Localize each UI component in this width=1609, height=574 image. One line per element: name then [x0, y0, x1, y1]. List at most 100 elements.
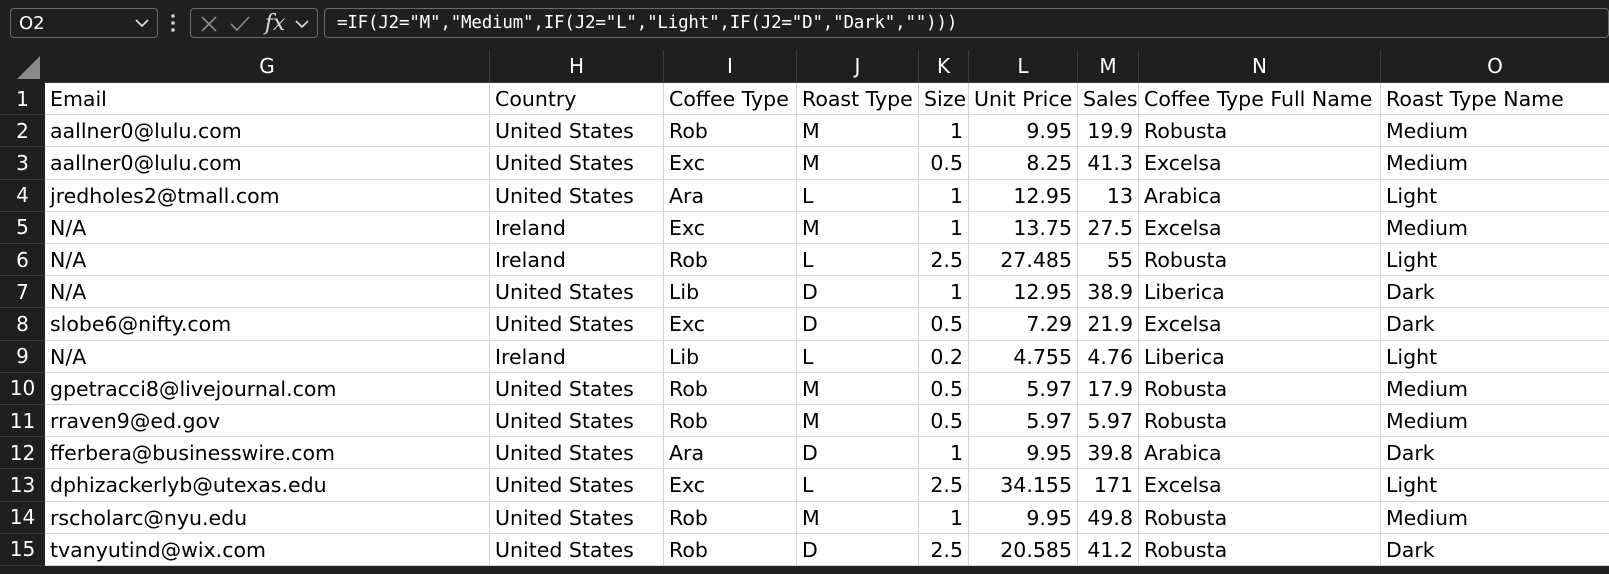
cell-j4[interactable]: L — [797, 179, 919, 212]
cell-h3[interactable]: United States — [490, 147, 664, 180]
cell-i11[interactable]: Rob — [664, 405, 797, 438]
column-header-o[interactable]: O — [1381, 50, 1609, 83]
row-header-5[interactable]: 5 — [0, 211, 45, 244]
cell-m2[interactable]: 19.9 — [1078, 115, 1139, 148]
cell-i10[interactable]: Rob — [664, 372, 797, 405]
cell-k1[interactable]: Size — [919, 83, 969, 116]
cell-m1[interactable]: Sales — [1078, 83, 1139, 116]
cell-h12[interactable]: United States — [490, 437, 664, 470]
cell-m7[interactable]: 38.9 — [1078, 276, 1139, 309]
cell-i5[interactable]: Exc — [664, 211, 797, 244]
cell-j2[interactable]: M — [797, 115, 919, 148]
cell-h11[interactable]: United States — [490, 405, 664, 438]
column-header-g[interactable]: G — [45, 50, 490, 83]
cell-n2[interactable]: Robusta — [1139, 115, 1381, 148]
cell-i12[interactable]: Ara — [664, 437, 797, 470]
vertical-dots-icon[interactable] — [170, 12, 176, 34]
cancel-button[interactable] — [197, 12, 221, 36]
cell-n15[interactable]: Robusta — [1139, 533, 1381, 566]
formula-dropdown[interactable] — [293, 12, 311, 36]
cell-h6[interactable]: Ireland — [490, 244, 664, 277]
cell-g2[interactable]: aallner0@lulu.com — [45, 115, 490, 148]
cell-j11[interactable]: M — [797, 405, 919, 438]
cell-n3[interactable]: Excelsa — [1139, 147, 1381, 180]
cell-o2[interactable]: Medium — [1381, 115, 1609, 148]
cell-k12[interactable]: 1 — [919, 437, 969, 470]
cell-m12[interactable]: 39.8 — [1078, 437, 1139, 470]
cell-i2[interactable]: Rob — [664, 115, 797, 148]
cell-k7[interactable]: 1 — [919, 276, 969, 309]
cell-h2[interactable]: United States — [490, 115, 664, 148]
cell-m11[interactable]: 5.97 — [1078, 405, 1139, 438]
cell-k5[interactable]: 1 — [919, 211, 969, 244]
row-header-8[interactable]: 8 — [0, 308, 45, 341]
cell-o8[interactable]: Dark — [1381, 308, 1609, 341]
column-header-n[interactable]: N — [1139, 50, 1381, 83]
cell-n9[interactable]: Liberica — [1139, 340, 1381, 373]
cell-h8[interactable]: United States — [490, 308, 664, 341]
cell-n1[interactable]: Coffee Type Full Name — [1139, 83, 1381, 116]
cell-j13[interactable]: L — [797, 469, 919, 502]
column-header-m[interactable]: M — [1078, 50, 1139, 83]
cell-l15[interactable]: 20.585 — [969, 533, 1078, 566]
cell-m4[interactable]: 13 — [1078, 179, 1139, 212]
cell-o11[interactable]: Medium — [1381, 405, 1609, 438]
cell-g4[interactable]: jredholes2@tmall.com — [45, 179, 490, 212]
cell-o12[interactable]: Dark — [1381, 437, 1609, 470]
row-header-1[interactable]: 1 — [0, 83, 45, 116]
cell-k4[interactable]: 1 — [919, 179, 969, 212]
cell-n5[interactable]: Excelsa — [1139, 211, 1381, 244]
cell-g10[interactable]: gpetracci8@livejournal.com — [45, 372, 490, 405]
cell-j1[interactable]: Roast Type — [797, 83, 919, 116]
cell-o13[interactable]: Light — [1381, 469, 1609, 502]
select-all-button[interactable] — [0, 50, 45, 83]
cell-j14[interactable]: M — [797, 501, 919, 534]
cell-h5[interactable]: Ireland — [490, 211, 664, 244]
cell-o4[interactable]: Light — [1381, 180, 1609, 212]
cell-k2[interactable]: 1 — [919, 115, 969, 148]
cell-l6[interactable]: 27.485 — [969, 244, 1078, 277]
row-header-10[interactable]: 10 — [0, 372, 45, 405]
cell-g3[interactable]: aallner0@lulu.com — [45, 147, 490, 180]
name-box[interactable]: O2 — [10, 8, 158, 38]
cell-n12[interactable]: Arabica — [1139, 437, 1381, 470]
cell-n6[interactable]: Robusta — [1139, 244, 1381, 277]
cell-i13[interactable]: Exc — [664, 469, 797, 502]
cell-h13[interactable]: United States — [490, 469, 664, 502]
cell-l13[interactable]: 34.155 — [969, 469, 1078, 502]
column-header-l[interactable]: L — [969, 50, 1078, 83]
cell-k3[interactable]: 0.5 — [919, 147, 969, 180]
cell-n7[interactable]: Liberica — [1139, 276, 1381, 309]
row-header-15[interactable]: 15 — [0, 533, 45, 566]
cell-m10[interactable]: 17.9 — [1078, 372, 1139, 405]
column-header-h[interactable]: H — [490, 50, 664, 83]
cell-g12[interactable]: fferbera@businesswire.com — [45, 437, 490, 470]
cell-l3[interactable]: 8.25 — [969, 147, 1078, 180]
cell-i4[interactable]: Ara — [664, 179, 797, 212]
cell-l12[interactable]: 9.95 — [969, 437, 1078, 470]
cell-g15[interactable]: tvanyutind@wix.com — [45, 533, 490, 566]
row-header-13[interactable]: 13 — [0, 469, 45, 502]
cell-k15[interactable]: 2.5 — [919, 533, 969, 566]
cell-k6[interactable]: 2.5 — [919, 244, 969, 277]
cell-j8[interactable]: D — [797, 308, 919, 341]
row-header-14[interactable]: 14 — [0, 501, 45, 534]
cell-i1[interactable]: Coffee Type — [664, 83, 797, 116]
cell-l2[interactable]: 9.95 — [969, 115, 1078, 148]
cell-m15[interactable]: 41.2 — [1078, 533, 1139, 566]
cell-n14[interactable]: Robusta — [1139, 501, 1381, 534]
cell-n11[interactable]: Robusta — [1139, 405, 1381, 438]
cell-o10[interactable]: Medium — [1381, 373, 1609, 405]
cell-n8[interactable]: Excelsa — [1139, 308, 1381, 341]
cell-m8[interactable]: 21.9 — [1078, 308, 1139, 341]
cell-j10[interactable]: M — [797, 372, 919, 405]
cell-i7[interactable]: Lib — [664, 276, 797, 309]
cell-i9[interactable]: Lib — [664, 340, 797, 373]
cell-g7[interactable]: N/A — [45, 276, 490, 309]
cell-l8[interactable]: 7.29 — [969, 308, 1078, 341]
formula-input[interactable]: =IF(J2="M","Medium",IF(J2="L","Light",IF… — [324, 8, 1609, 38]
cell-i3[interactable]: Exc — [664, 147, 797, 180]
cell-k11[interactable]: 0.5 — [919, 405, 969, 438]
cell-o7[interactable]: Dark — [1381, 276, 1609, 309]
cell-o15[interactable]: Dark — [1381, 534, 1609, 566]
